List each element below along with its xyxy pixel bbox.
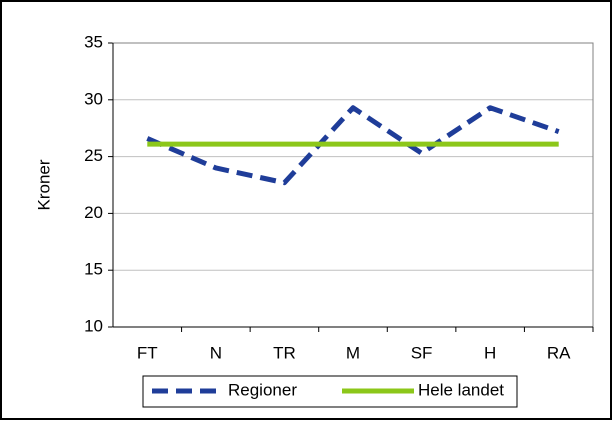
legend-label: Hele landet: [418, 380, 504, 399]
y-tick-label: 35: [84, 32, 103, 51]
y-tick-label: 15: [84, 260, 103, 279]
x-tick-label: N: [210, 343, 222, 362]
x-tick-label: RA: [547, 343, 571, 362]
x-tick-label: FT: [137, 343, 158, 362]
legend-label: Regioner: [228, 380, 297, 399]
x-tick-label: M: [346, 343, 360, 362]
y-tick-label: 25: [84, 146, 103, 165]
x-tick-label: TR: [273, 343, 296, 362]
x-tick-label: SF: [411, 343, 433, 362]
y-tick-label: 10: [84, 316, 103, 335]
y-tick-label: 20: [84, 203, 103, 222]
line-series: [146, 105, 560, 186]
y-axis-label: Kroner: [34, 159, 53, 210]
x-tick-label: H: [484, 343, 496, 362]
y-tick-label: 30: [84, 89, 103, 108]
